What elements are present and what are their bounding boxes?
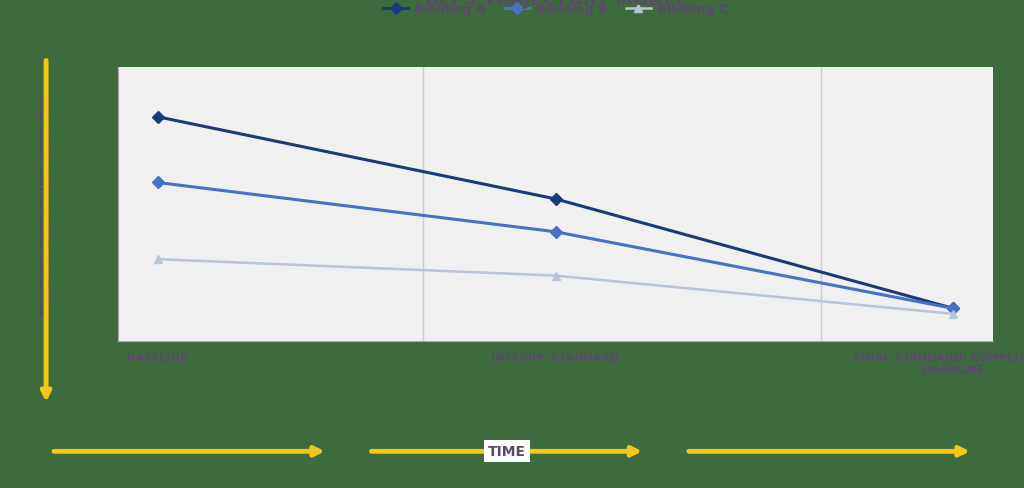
Building C — [947, 311, 959, 317]
Building A — [152, 115, 164, 121]
Building A — [947, 306, 959, 312]
Line: Building A: Building A — [154, 113, 957, 313]
Line: Building C: Building C — [154, 255, 957, 319]
Text: BUILDING ENERGY USE (SITE EUI): BUILDING ENERGY USE (SITE EUI) — [40, 94, 52, 316]
Building B — [152, 180, 164, 186]
Text: TIME: TIME — [487, 445, 526, 458]
Legend: Building A, Building B, Building C: Building A, Building B, Building C — [378, 0, 733, 21]
Building C — [549, 273, 561, 279]
Building B — [947, 306, 959, 312]
Building B — [549, 229, 561, 235]
Text: BEPS TRAJECTORY MODEL: BEPS TRAJECTORY MODEL — [425, 0, 686, 9]
Line: Building B: Building B — [154, 179, 957, 313]
Building C — [152, 257, 164, 263]
Building A — [549, 197, 561, 203]
